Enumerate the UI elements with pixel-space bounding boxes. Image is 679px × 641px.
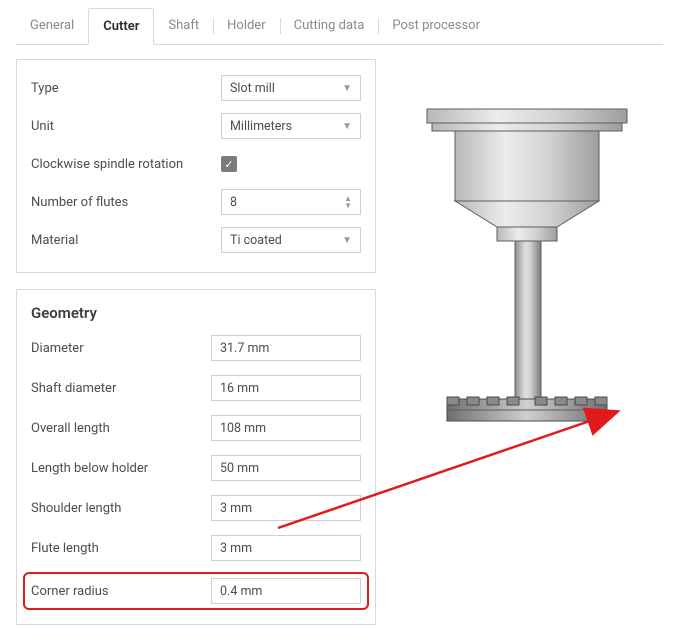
geometry-row-diameter: Diameter 31.7 mm (31, 332, 361, 364)
geometry-input-shoulder-length[interactable]: 3 mm (211, 495, 361, 521)
tool-preview-svg (417, 99, 637, 449)
geometry-label: Length below holder (31, 461, 211, 476)
geometry-row-length-below-holder: Length below holder 50 mm (31, 452, 361, 484)
geometry-value: 16 mm (220, 381, 259, 396)
geometry-label: Shaft diameter (31, 381, 211, 396)
geometry-label: Shoulder length (31, 501, 211, 516)
properties-panel: Type Slot mill ▼ Unit Millimeters ▼ (16, 59, 376, 273)
geometry-panel: Geometry Diameter 31.7 mm Shaft diameter 16… (16, 289, 376, 625)
type-label: Type (31, 81, 221, 96)
type-select[interactable]: Slot mill ▼ (221, 75, 361, 101)
geometry-value: 3 mm (220, 501, 252, 516)
geometry-label: Diameter (31, 341, 211, 356)
chevron-down-icon: ▼ (342, 121, 352, 132)
geometry-heading: Geometry (31, 304, 361, 322)
spinner-icon[interactable]: ▲▼ (344, 195, 352, 209)
geometry-row-overall-length: Overall length 108 mm (31, 412, 361, 444)
material-label: Material (31, 233, 221, 248)
tab-holder[interactable]: Holder (213, 8, 279, 44)
geometry-value: 108 mm (220, 421, 266, 436)
geometry-input-corner-radius[interactable]: 0.4 mm (211, 578, 361, 604)
unit-label: Unit (31, 119, 221, 134)
tab-post-processor[interactable]: Post processor (378, 8, 494, 44)
flutes-input[interactable]: 8 ▲▼ (221, 189, 361, 215)
geometry-input-flute-length[interactable]: 3 mm (211, 535, 361, 561)
material-select[interactable]: Ti coated ▼ (221, 227, 361, 253)
geometry-input-overall-length[interactable]: 108 mm (211, 415, 361, 441)
geometry-value: 50 mm (220, 461, 259, 476)
geometry-input-diameter[interactable]: 31.7 mm (211, 335, 361, 361)
geometry-row-shoulder-length: Shoulder length 3 mm (31, 492, 361, 524)
geometry-row-corner-radius: Corner radius 0.4 mm (23, 572, 369, 610)
flutes-label: Number of flutes (31, 195, 221, 210)
geometry-label: Corner radius (31, 584, 211, 599)
tab-general[interactable]: General (16, 8, 88, 44)
unit-value: Millimeters (230, 119, 292, 134)
type-value: Slot mill (230, 81, 275, 96)
geometry-row-shaft-diameter: Shaft diameter 16 mm (31, 372, 361, 404)
flutes-value: 8 (230, 195, 237, 210)
geometry-label: Flute length (31, 541, 211, 556)
chevron-down-icon: ▼ (342, 235, 352, 246)
geometry-value: 3 mm (220, 541, 252, 556)
tab-cutting-data[interactable]: Cutting data (280, 8, 379, 44)
chevron-down-icon: ▼ (342, 83, 352, 94)
geometry-input-shaft-diameter[interactable]: 16 mm (211, 375, 361, 401)
cw-rotation-label: Clockwise spindle rotation (31, 157, 221, 172)
tabs: GeneralCutterShaftHolderCutting dataPost… (16, 8, 663, 45)
unit-select[interactable]: Millimeters ▼ (221, 113, 361, 139)
geometry-row-flute-length: Flute length 3 mm (31, 532, 361, 564)
tab-shaft[interactable]: Shaft (154, 8, 213, 44)
geometry-value: 0.4 mm (220, 584, 262, 599)
cw-rotation-checkbox[interactable]: ✓ (221, 156, 237, 172)
geometry-value: 31.7 mm (220, 341, 269, 356)
tool-preview (390, 59, 663, 641)
tab-cutter[interactable]: Cutter (88, 8, 154, 45)
material-value: Ti coated (230, 233, 282, 248)
geometry-label: Overall length (31, 421, 211, 436)
geometry-input-length-below-holder[interactable]: 50 mm (211, 455, 361, 481)
